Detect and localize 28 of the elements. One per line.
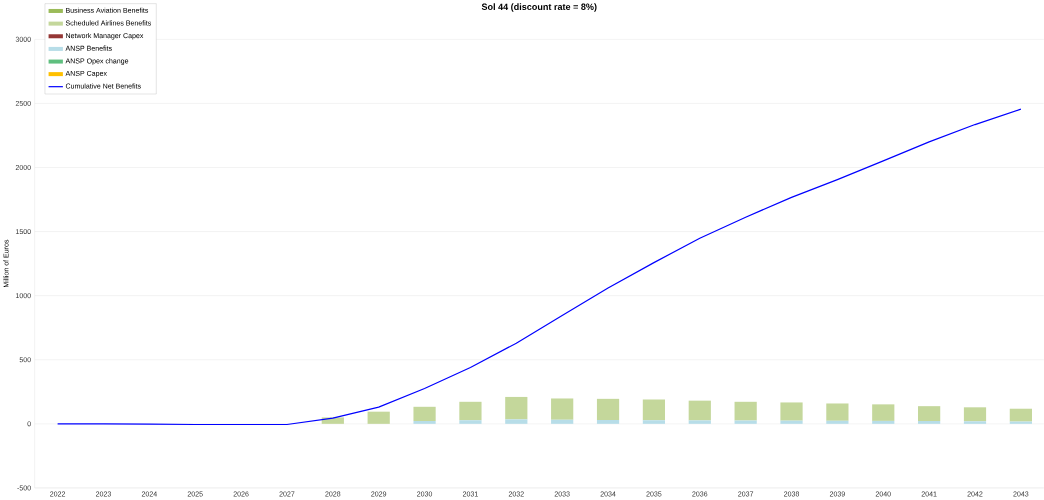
bar [551, 419, 574, 424]
bar [963, 407, 987, 422]
bar [688, 400, 711, 421]
bar [1009, 408, 1032, 422]
bar [963, 421, 987, 424]
bar [596, 420, 620, 424]
chart-title: Sol 44 (discount rate = 8%) [481, 3, 597, 12]
bar [413, 421, 436, 424]
bar [780, 402, 803, 421]
bar [459, 401, 482, 421]
bar [459, 420, 482, 424]
bar [918, 406, 941, 422]
bar [505, 397, 528, 420]
bar [688, 420, 711, 424]
bar [872, 420, 895, 424]
bar [780, 420, 803, 424]
bar [872, 404, 895, 421]
bar [734, 401, 757, 421]
bar [596, 398, 620, 421]
bar [918, 421, 941, 424]
bar [551, 398, 574, 420]
bar [826, 420, 849, 424]
bar [413, 406, 436, 422]
bar [642, 420, 666, 424]
bar [367, 411, 390, 424]
bar [826, 403, 849, 421]
bar [642, 399, 666, 421]
bar [505, 419, 528, 424]
